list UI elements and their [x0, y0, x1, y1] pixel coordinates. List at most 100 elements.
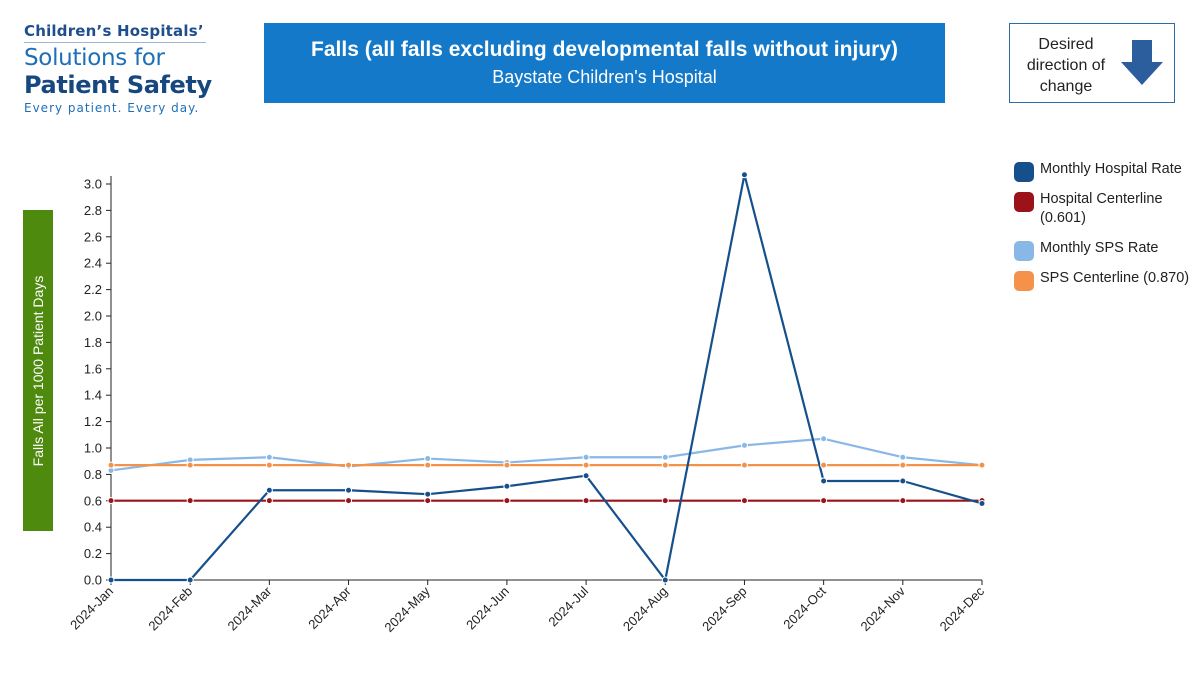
- data-point-hospital-centerline-0-601: [503, 497, 511, 505]
- x-tick-label: 2024-Apr: [305, 583, 354, 632]
- legend-label: SPS Centerline (0.870): [1040, 270, 1190, 286]
- data-point-hospital-centerline-0-601: [740, 497, 748, 505]
- data-point-sps-centerline-0-870: [740, 461, 748, 469]
- desired-direction-box: Desired direction of change: [1009, 23, 1175, 103]
- chart-data-points: [107, 171, 986, 584]
- chart-legend: Monthly Hospital Rate Hospital Centerlin…: [1014, 160, 1194, 299]
- x-tick-label: 2024-Jun: [463, 584, 512, 633]
- data-point-sps-centerline-0-870: [582, 461, 590, 469]
- x-tick-label: 2024-Mar: [225, 583, 275, 633]
- logo-rule: [24, 42, 206, 43]
- data-point-monthly-sps-rate: [820, 435, 828, 443]
- y-tick-label: 1.4: [84, 388, 102, 403]
- chart-title-box: Falls (all falls excluding developmental…: [264, 23, 945, 103]
- y-tick-label: 1.8: [84, 335, 102, 350]
- y-tick-label: 2.2: [84, 282, 102, 297]
- x-tick-label: 2024-Nov: [857, 583, 908, 634]
- chart-series-lines: [110, 173, 983, 582]
- x-tick-label: 2024-Jul: [545, 583, 591, 629]
- x-tick-label: 2024-Dec: [937, 583, 988, 634]
- data-point-monthly-hospital-rate: [186, 576, 194, 584]
- legend-swatch: [1014, 162, 1034, 182]
- data-point-monthly-sps-rate: [424, 455, 432, 463]
- y-tick-label: 2.0: [84, 309, 102, 324]
- y-tick-label: 1.6: [84, 361, 102, 376]
- legend-item-monthly-sps-rate: Monthly SPS Rate: [1014, 239, 1194, 261]
- y-axis-label-box: Falls All per 1000 Patient Days: [23, 210, 53, 531]
- data-point-sps-centerline-0-870: [186, 461, 194, 469]
- x-tick-label: 2024-Aug: [620, 584, 670, 634]
- data-point-hospital-centerline-0-601: [345, 497, 353, 505]
- data-point-monthly-hospital-rate: [740, 171, 748, 179]
- data-point-monthly-hospital-rate: [582, 472, 590, 480]
- chart-subtitle: Baystate Children's Hospital: [492, 67, 717, 87]
- data-point-monthly-hospital-rate: [503, 482, 511, 490]
- y-tick-label: 1.2: [84, 414, 102, 429]
- x-tick-label: 2024-Feb: [145, 584, 195, 634]
- logo-tagline: Every patient. Every day.: [24, 101, 200, 115]
- legend-label: Monthly Hospital Rate: [1040, 161, 1182, 177]
- legend-item-hospital-centerline: Hospital Centerline (0.601): [1014, 190, 1194, 228]
- x-tick-label: 2024-Jan: [67, 584, 116, 633]
- data-point-hospital-centerline-0-601: [424, 497, 432, 505]
- down-arrow-icon: [1121, 40, 1163, 85]
- data-point-monthly-sps-rate: [899, 453, 907, 461]
- data-point-sps-centerline-0-870: [820, 461, 828, 469]
- y-tick-label: 2.4: [84, 256, 102, 271]
- data-point-monthly-hospital-rate: [265, 486, 273, 494]
- data-point-hospital-centerline-0-601: [820, 497, 828, 505]
- data-point-hospital-centerline-0-601: [186, 497, 194, 505]
- data-point-sps-centerline-0-870: [265, 461, 273, 469]
- legend-label: Monthly SPS Rate: [1040, 240, 1159, 256]
- data-point-monthly-hospital-rate: [978, 499, 986, 507]
- y-tick-label: 0.8: [84, 467, 102, 482]
- y-tick-label: 3.0: [84, 177, 102, 192]
- sps-logo: Children’s Hospitals’ Solutions for Pati…: [24, 22, 224, 115]
- y-tick-label: 0.4: [84, 520, 102, 535]
- data-point-sps-centerline-0-870: [345, 461, 353, 469]
- data-point-monthly-hospital-rate: [661, 576, 669, 584]
- logo-line-2: Solutions for: [24, 45, 165, 71]
- legend-swatch: [1014, 192, 1034, 212]
- data-point-monthly-hospital-rate: [424, 490, 432, 498]
- data-point-sps-centerline-0-870: [899, 461, 907, 469]
- data-point-monthly-hospital-rate: [345, 486, 353, 494]
- x-tick-label: 2024-Sep: [699, 584, 749, 634]
- data-point-hospital-centerline-0-601: [899, 497, 907, 505]
- data-point-monthly-sps-rate: [740, 441, 748, 449]
- data-point-monthly-sps-rate: [661, 453, 669, 461]
- data-point-sps-centerline-0-870: [424, 461, 432, 469]
- logo-line-1: Children’s Hospitals’: [24, 22, 204, 40]
- data-point-monthly-hospital-rate: [899, 477, 907, 485]
- data-point-hospital-centerline-0-601: [582, 497, 590, 505]
- chart-axes: 0.0 0.2 0.4 0.6 0.8 1.0 1.2 1.4 1.6 1.8 2.0 2.2 2.4 2…: [67, 176, 987, 635]
- series-line-monthly-hospital-rate: [111, 173, 983, 582]
- data-point-sps-centerline-0-870: [661, 461, 669, 469]
- y-tick-label: 1.0: [84, 441, 102, 456]
- data-point-sps-centerline-0-870: [978, 461, 986, 469]
- y-tick-label: 0.6: [84, 493, 102, 508]
- data-point-monthly-hospital-rate: [107, 576, 115, 584]
- data-point-monthly-sps-rate: [265, 453, 273, 461]
- data-point-monthly-sps-rate: [582, 453, 590, 461]
- series-line-monthly-sps-rate: [110, 437, 983, 472]
- data-point-hospital-centerline-0-601: [107, 497, 115, 505]
- x-tick-label: 2024-Oct: [780, 583, 829, 632]
- data-point-sps-centerline-0-870: [503, 461, 511, 469]
- legend-item-sps-centerline: SPS Centerline (0.870): [1014, 269, 1194, 291]
- x-tick-label: 2024-May: [381, 583, 433, 635]
- data-point-sps-centerline-0-870: [107, 461, 115, 469]
- legend-swatch: [1014, 241, 1034, 261]
- desired-direction-label: Desired direction of change: [1026, 36, 1106, 95]
- chart-title: Falls (all falls excluding developmental…: [311, 38, 898, 61]
- y-tick-label: 2.8: [84, 203, 102, 218]
- data-point-monthly-hospital-rate: [820, 477, 828, 485]
- y-tick-label: 0.0: [84, 573, 102, 588]
- data-point-hospital-centerline-0-601: [661, 497, 669, 505]
- y-tick-label: 0.2: [84, 546, 102, 561]
- legend-item-monthly-hospital-rate: Monthly Hospital Rate: [1014, 160, 1194, 182]
- y-tick-label: 2.6: [84, 229, 102, 244]
- logo-line-3: Patient Safety: [24, 71, 212, 99]
- legend-label: Hospital Centerline (0.601): [1040, 191, 1163, 226]
